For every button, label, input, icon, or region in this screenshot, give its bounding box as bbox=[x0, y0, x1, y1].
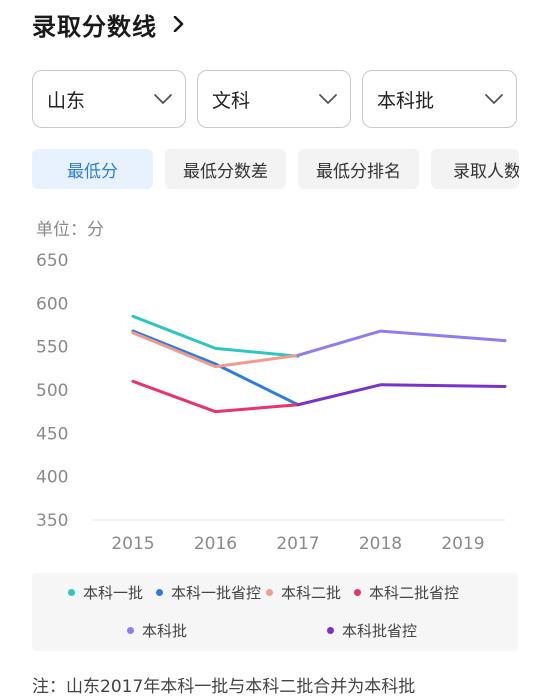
batch-value: 本科批 bbox=[377, 89, 435, 112]
x-tick-label: 2016 bbox=[194, 534, 237, 554]
province-value: 山东 bbox=[47, 89, 86, 112]
series-line bbox=[131, 379, 300, 414]
legend-label: 本科一批省控 bbox=[171, 584, 262, 602]
series-line bbox=[296, 383, 507, 407]
section-title: 录取分数线 bbox=[32, 12, 157, 41]
x-tick-label: 2019 bbox=[441, 534, 484, 554]
series-line bbox=[131, 329, 300, 407]
legend-item[interactable]: 本科批省控 bbox=[327, 620, 417, 641]
batch-select[interactable]: 本科批 bbox=[362, 70, 517, 128]
legend-dot-icon bbox=[68, 589, 75, 596]
legend-dot-icon bbox=[266, 589, 273, 596]
series-line bbox=[296, 329, 507, 357]
legend-item[interactable]: 本科一批 bbox=[68, 582, 143, 603]
tab-min-score-diff[interactable]: 最低分数差 bbox=[165, 149, 286, 189]
chevron-down-icon bbox=[154, 94, 172, 104]
legend-dot-icon bbox=[327, 627, 334, 634]
legend-label: 本科批 bbox=[142, 622, 188, 640]
legend-label: 本科一批 bbox=[83, 584, 144, 602]
tab-min-score-rank[interactable]: 最低分排名 bbox=[298, 149, 419, 189]
x-tick-label: 2017 bbox=[276, 534, 319, 554]
legend-dot-icon bbox=[156, 589, 163, 596]
x-tick-label: 2018 bbox=[359, 534, 402, 554]
legend-item[interactable]: 本科批 bbox=[127, 620, 187, 641]
chevron-down-icon bbox=[485, 94, 503, 104]
x-tick-label: 2015 bbox=[111, 534, 154, 554]
legend-item[interactable]: 本科一批省控 bbox=[156, 582, 261, 603]
y-tick-label: 500 bbox=[36, 381, 68, 401]
tab-admission-count[interactable]: 录取人数 bbox=[431, 149, 519, 189]
line-chart: 650 600 550 500 450 400 350 2015 2016 2017 2018 201… bbox=[36, 251, 507, 554]
unit-label: 单位：分 bbox=[36, 220, 104, 240]
footnote: 注：山东2017年本科一批与本科二批合并为本科批 bbox=[32, 677, 416, 697]
subject-select[interactable]: 文科 bbox=[197, 70, 351, 128]
y-tick-label: 450 bbox=[36, 424, 68, 444]
series-line bbox=[131, 331, 300, 369]
y-tick-label: 350 bbox=[36, 511, 68, 531]
legend-dot-icon bbox=[127, 627, 134, 634]
y-tick-label: 650 bbox=[36, 251, 68, 271]
legend-dot-icon bbox=[354, 589, 361, 596]
legend-item[interactable]: 本科二批省控 bbox=[354, 582, 459, 603]
series-line bbox=[131, 314, 300, 358]
section-header[interactable]: 录取分数线 bbox=[32, 6, 187, 42]
subject-value: 文科 bbox=[212, 89, 251, 112]
legend-label: 本科二批省控 bbox=[369, 584, 460, 602]
y-tick-label: 600 bbox=[36, 294, 68, 314]
tab-min-score[interactable]: 最低分 bbox=[32, 149, 153, 189]
legend-item[interactable]: 本科二批 bbox=[266, 582, 341, 603]
chevron-right-icon bbox=[173, 16, 184, 32]
chevron-down-icon bbox=[319, 94, 337, 104]
chart-legend: 本科一批 本科一批省控 本科二批 本科二批省控本科批 本科批省控 bbox=[32, 573, 518, 651]
y-tick-label: 550 bbox=[36, 338, 68, 358]
y-tick-label: 400 bbox=[36, 468, 68, 488]
legend-label: 本科二批 bbox=[281, 584, 342, 602]
legend-label: 本科批省控 bbox=[342, 622, 418, 640]
province-select[interactable]: 山东 bbox=[32, 70, 186, 128]
